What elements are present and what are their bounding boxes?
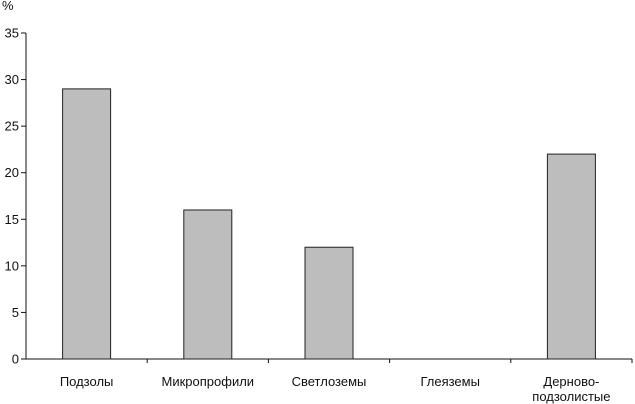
- y-tick-label: 15: [5, 212, 19, 227]
- y-tick-label: 35: [5, 26, 19, 41]
- y-unit-label: %: [2, 0, 14, 13]
- x-category-label: подзолистые: [532, 389, 610, 404]
- y-tick-label: 20: [5, 165, 19, 180]
- y-tick-label: 25: [5, 119, 19, 134]
- x-category-label: Дерново-: [543, 374, 599, 389]
- x-category-label: Глеяземы: [420, 374, 480, 389]
- x-category-label: Подзолы: [60, 374, 114, 389]
- bar-2: [183, 209, 233, 360]
- x-axis: [26, 358, 633, 363]
- y-axis: 0 5 10 15 20 25 30 35: [5, 26, 27, 367]
- bars: [62, 88, 596, 360]
- y-tick-label: 10: [5, 258, 19, 273]
- y-tick-label: 0: [12, 352, 19, 367]
- bar-1: [62, 88, 112, 360]
- category-labels: Подзолы Микропрофили Светлоземы Глеяземы Дер…: [60, 374, 611, 404]
- bar-5: [546, 153, 596, 360]
- y-tick-label: 5: [12, 305, 19, 320]
- x-category-label: Светлоземы: [292, 374, 367, 389]
- x-category-label: Микропрофили: [162, 374, 255, 389]
- y-tick-label: 30: [5, 72, 19, 87]
- bar-3: [304, 246, 354, 360]
